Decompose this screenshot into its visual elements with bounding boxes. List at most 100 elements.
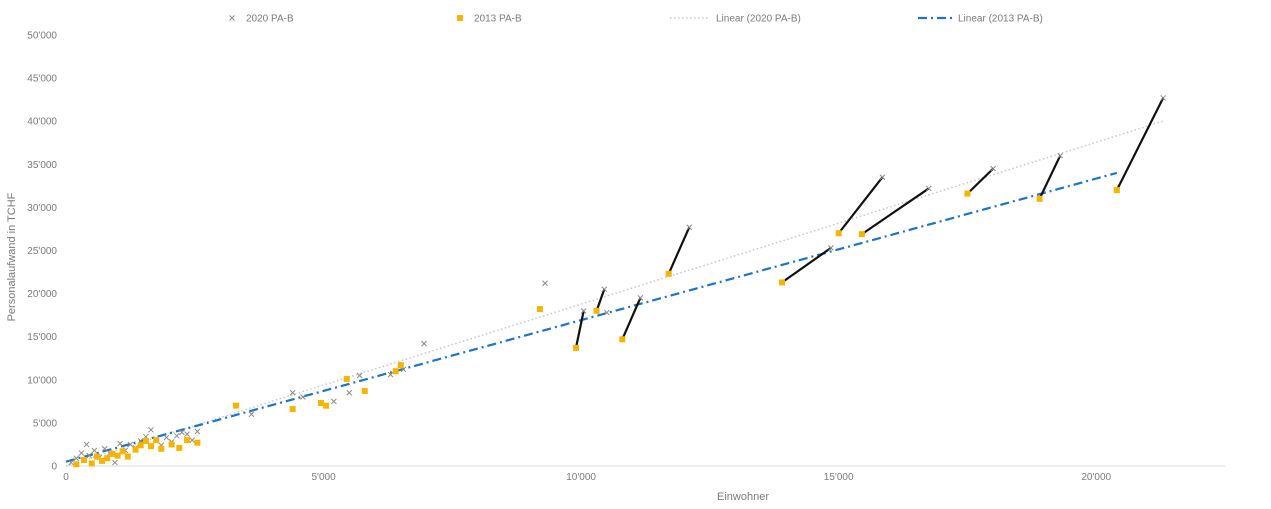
legend-label: 2020 PA-B (246, 14, 294, 25)
legend-label: Linear (2013 PA-B) (958, 14, 1043, 25)
data-point-2013 (176, 444, 183, 451)
data-point-2013 (114, 452, 121, 459)
x-tick-label: 15'000 (824, 472, 854, 483)
data-point-2013 (153, 437, 160, 444)
data-point-2020 (91, 447, 98, 454)
data-point-2020 (289, 389, 296, 396)
data-point-2020 (879, 174, 886, 181)
data-point-2020 (148, 426, 154, 433)
legend-item: 2020 PA-B (229, 14, 294, 25)
data-point-2013 (536, 306, 543, 313)
data-point-2020 (300, 394, 306, 400)
connector-line (1115, 97, 1165, 191)
data-point-2013 (1113, 187, 1120, 194)
data-point-2020 (163, 434, 170, 441)
data-point-2020 (356, 372, 363, 379)
connector-line (861, 187, 930, 236)
y-axis: 0 5'000 10'000 15'000 20'000 25'000 30'000 35'0… (27, 31, 57, 473)
data-point-2013 (343, 375, 350, 382)
data-point-2013 (323, 402, 330, 409)
data-point-2013 (392, 368, 399, 375)
data-point-2013 (119, 448, 126, 455)
data-point-2020 (68, 459, 75, 466)
data-point-2020 (83, 441, 90, 448)
data-point-2013 (99, 457, 106, 464)
y-tick-label: 40'000 (27, 117, 57, 128)
y-tick-label: 0 (51, 462, 57, 473)
data-point-2020 (601, 286, 608, 293)
trendline (65, 120, 1164, 467)
data-point-2013 (194, 439, 201, 446)
connector-line (781, 247, 832, 284)
data-point-2013 (104, 455, 111, 462)
data-point-2020 (828, 245, 834, 251)
data-point-2013 (124, 453, 131, 460)
data-point-2013 (572, 344, 579, 351)
data-point-2020 (1057, 152, 1064, 159)
data-point-2020 (78, 450, 85, 456)
data-point-2020 (117, 440, 123, 447)
data-point-2013 (147, 443, 154, 450)
connector-line (574, 310, 585, 349)
data-point-2013 (137, 442, 144, 449)
y-axis-title: Personalaufwand in TCHF (6, 192, 18, 321)
data-point-2013 (779, 279, 786, 286)
data-point-2013 (142, 438, 149, 445)
data-point-2020 (112, 459, 118, 466)
data-point-2020 (101, 445, 108, 452)
data-point-2013 (858, 231, 865, 238)
data-point-2020 (189, 437, 196, 443)
data-point-2020 (925, 185, 932, 192)
data-point-2013 (361, 388, 368, 395)
data-point-2013 (317, 400, 324, 407)
data-point-2013 (73, 461, 80, 468)
data-point-2013 (93, 453, 100, 460)
data-point-2020 (346, 389, 353, 396)
data-point-2013 (964, 190, 971, 197)
data-point-2013 (81, 456, 88, 463)
data-point-2020 (173, 432, 180, 439)
y-tick-label: 10'000 (27, 375, 57, 386)
data-point-2013 (109, 450, 116, 457)
legend-item: Linear (2013 PA-B) (918, 14, 1043, 25)
connector-line (966, 167, 994, 195)
connector-line (595, 288, 606, 312)
data-point-2020 (248, 411, 255, 418)
data-point-2020 (179, 429, 185, 436)
data-point-2013 (397, 362, 404, 369)
data-point-2020 (387, 371, 394, 378)
connector-line (837, 176, 884, 234)
legend-item: Linear (2020 PA-B) (670, 14, 801, 25)
legend-marker (229, 15, 235, 21)
data-point-2020 (127, 441, 134, 448)
data-point-2013 (232, 402, 239, 409)
x-axis: 0 5'000 10'000 15'000 20'000 (63, 465, 1225, 483)
data-point-2013 (1036, 195, 1043, 202)
data-series (68, 95, 1167, 468)
x-axis-title: Einwohner (717, 491, 769, 503)
y-tick-label: 50'000 (27, 31, 57, 42)
x-tick-label: 5'000 (311, 472, 336, 483)
data-point-2013 (168, 441, 175, 448)
data-point-2020 (73, 455, 80, 462)
data-point-2020 (542, 280, 548, 287)
connector-lines (574, 97, 1165, 349)
legend-label: 2013 PA-B (474, 14, 522, 25)
connector-line (621, 297, 642, 340)
data-point-2020 (194, 428, 201, 435)
data-point-2013 (184, 437, 191, 444)
x-tick-label: 10'000 (566, 472, 596, 483)
data-point-2020 (580, 307, 587, 314)
data-point-2020 (86, 452, 93, 459)
data-point-2013 (88, 460, 95, 467)
y-tick-label: 35'000 (27, 160, 57, 171)
legend-item: 2013 PA-B (457, 14, 522, 25)
y-tick-label: 5'000 (33, 418, 58, 429)
legend-label: Linear (2020 PA-B) (716, 14, 801, 25)
data-point-2013 (132, 446, 139, 453)
data-point-2020 (637, 295, 644, 301)
x-tick-label: 0 (63, 472, 69, 483)
y-tick-label: 25'000 (27, 246, 57, 257)
